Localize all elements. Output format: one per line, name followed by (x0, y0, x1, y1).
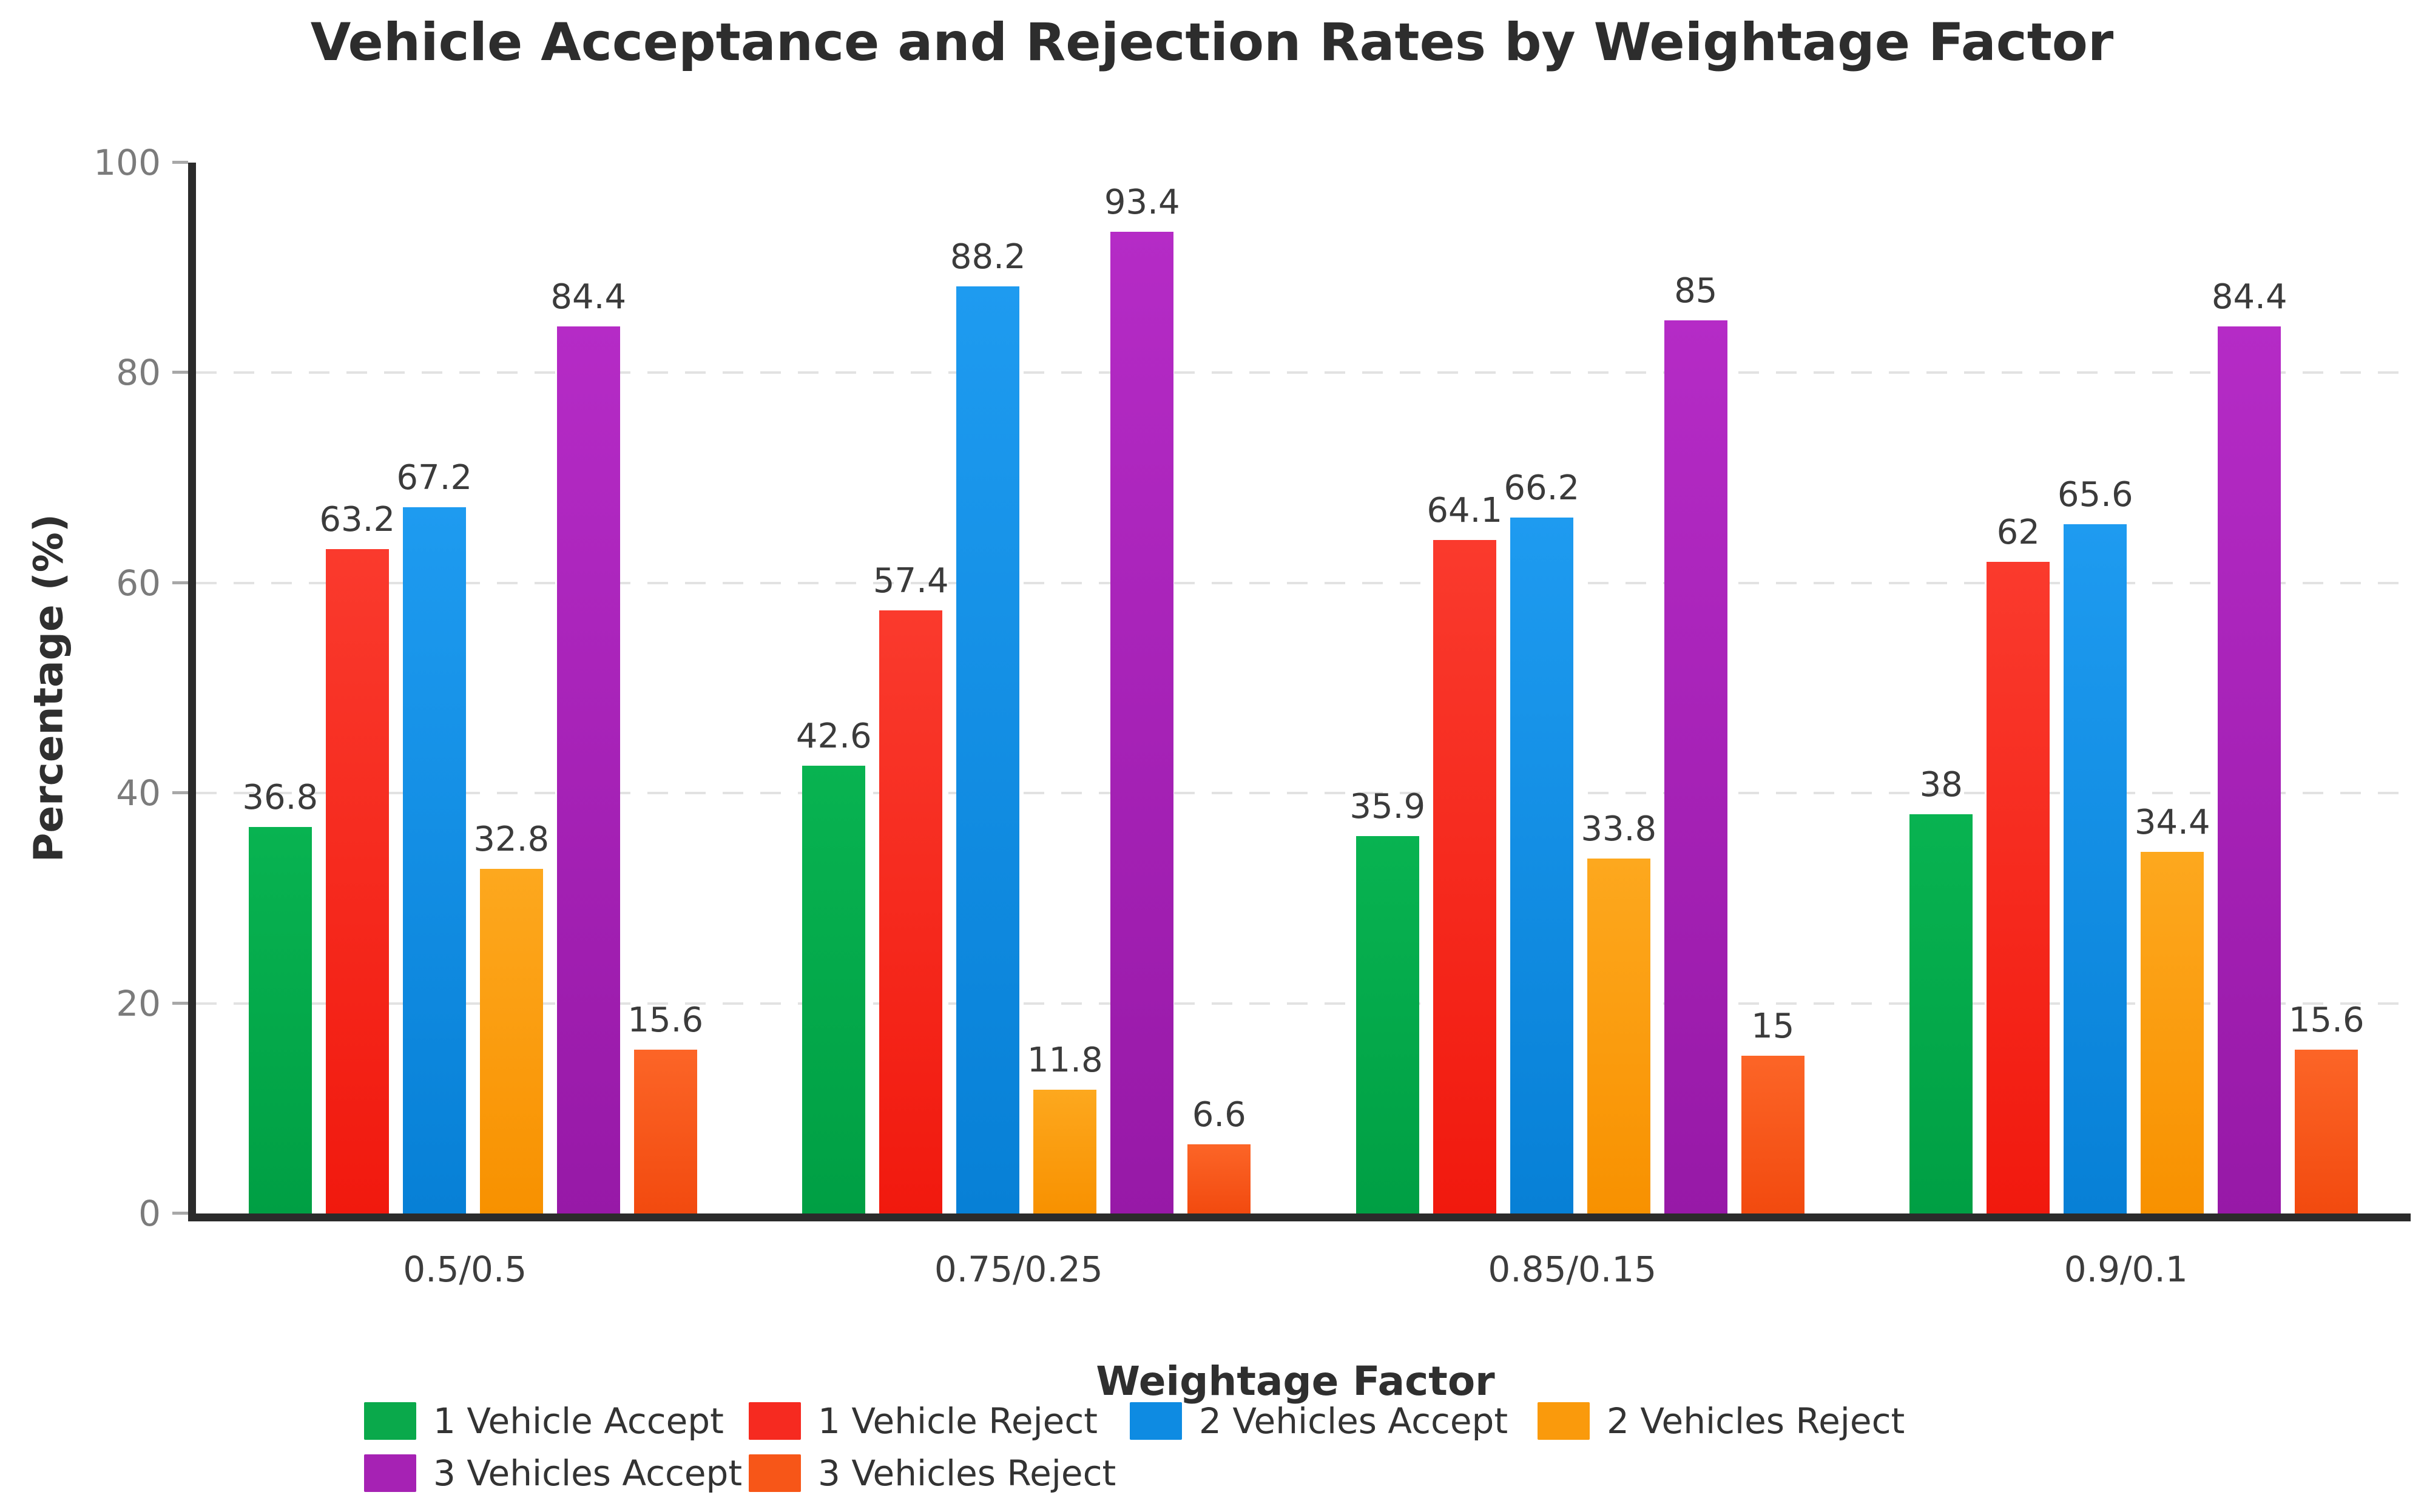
legend-item: 1 Vehicle Reject (749, 1400, 1130, 1442)
x-tick-label: 0.9/0.1 (2064, 1249, 2188, 1290)
bar: 93.4 (1104, 183, 1180, 1213)
y-tick-label: 80 (116, 352, 161, 394)
bar: 88.2 (950, 237, 1026, 1213)
legend-swatch (1538, 1402, 1590, 1440)
legend-item: 2 Vehicles Reject (1538, 1400, 1905, 1442)
bar: 36.8 (242, 778, 318, 1213)
bar-value-label: 64.1 (1426, 490, 1503, 530)
bar-value-label: 66.2 (1504, 468, 1580, 508)
legend-item: 3 Vehicles Reject (749, 1453, 1130, 1494)
bar: 33.8 (1581, 809, 1656, 1213)
y-tick-mark (172, 371, 188, 374)
bar-value-label: 88.2 (950, 237, 1026, 277)
bar-value-label: 36.8 (242, 777, 319, 817)
bar-value-label: 84.4 (2211, 277, 2287, 317)
bar: 15.6 (2289, 1001, 2365, 1213)
bar-value-label: 15 (1751, 1007, 1795, 1047)
bar: 38 (1909, 765, 1973, 1213)
y-tick-label: 60 (116, 562, 161, 604)
y-tick-label: 20 (116, 982, 161, 1024)
legend-swatch (364, 1402, 416, 1440)
gridline (196, 1002, 2411, 1005)
legend: 1 Vehicle Accept 1 Vehicle Reject 2 Vehicl… (364, 1400, 1905, 1494)
bar: 15 (1741, 1007, 1804, 1213)
y-tick-label: 40 (116, 772, 161, 814)
legend-item: 1 Vehicle Accept (364, 1400, 749, 1442)
bar-group: 36.8 63.2 67.2 32.8 84.4 15.6 (196, 163, 750, 1213)
bar: 15.6 (627, 1001, 703, 1213)
y-tick-mark (172, 1212, 188, 1215)
y-tick-mark (172, 791, 188, 795)
x-tick-label: 0.85/0.15 (1488, 1249, 1657, 1290)
bar: 84.4 (550, 277, 626, 1213)
y-tick-mark (172, 581, 188, 584)
bar: 84.4 (2212, 277, 2287, 1213)
plot-area: 0 20 40 60 80 100 36.8 63.2 67.2 32.8 84.4 15.6 42.6… (93, 142, 2411, 1234)
x-tick-label: 0.75/0.25 (934, 1249, 1103, 1290)
y-tick-mark (172, 1001, 188, 1005)
bar-value-label: 38 (1919, 764, 1963, 805)
bar-groups-row: 36.8 63.2 67.2 32.8 84.4 15.6 42.6 57.4 88.2 11.8… (196, 163, 2411, 1213)
x-tick-label: 0.5/0.5 (403, 1249, 527, 1290)
bar: 65.6 (2058, 475, 2133, 1213)
bar-value-label: 62 (1996, 513, 2040, 553)
x-axis-tick-row: 0.5/0.5 0.75/0.25 0.85/0.15 0.9/0.1 (188, 1249, 2403, 1290)
legend-item: 2 Vehicles Accept (1130, 1400, 1538, 1442)
bar: 57.4 (873, 561, 949, 1213)
bar-value-label: 34.4 (2134, 803, 2210, 843)
y-tick-mark (172, 161, 188, 164)
legend-label: 3 Vehicles Accept (433, 1453, 743, 1494)
bar: 63.2 (319, 500, 395, 1213)
bar-value-label: 15.6 (627, 1000, 704, 1040)
y-tick-label: 100 (93, 142, 161, 183)
legend-swatch (749, 1454, 801, 1492)
bar: 64.1 (1426, 491, 1502, 1213)
bar: 67.2 (396, 458, 472, 1213)
y-tick-label: 0 (138, 1193, 161, 1234)
bar-value-label: 93.4 (1104, 183, 1180, 223)
bar-value-label: 67.2 (396, 458, 473, 498)
chart-title: Vehicle Acceptance and Rejection Rates b… (310, 12, 2114, 73)
legend-label: 1 Vehicle Reject (818, 1400, 1098, 1442)
legend-swatch (1130, 1402, 1182, 1440)
legend-label: 2 Vehicles Reject (1607, 1400, 1905, 1442)
gridline (196, 792, 2411, 795)
y-axis-title: Percentage (%) (25, 513, 72, 863)
bar-group: 35.9 64.1 66.2 33.8 85 15 (1303, 163, 1857, 1213)
bar: 6.6 (1187, 1095, 1251, 1213)
bar-value-label: 57.4 (873, 561, 949, 601)
legend-swatch (364, 1454, 416, 1492)
bar-value-label: 42.6 (795, 717, 872, 757)
gridline (196, 371, 2411, 374)
legend-label: 2 Vehicles Accept (1199, 1400, 1508, 1442)
bar-value-label: 35.9 (1349, 787, 1426, 827)
bar-value-label: 85 (1674, 271, 1718, 311)
bar: 32.8 (473, 820, 549, 1213)
bar: 34.4 (2135, 803, 2210, 1213)
bar-value-label: 84.4 (550, 277, 627, 317)
bar: 85 (1664, 271, 1727, 1213)
bar-value-label: 32.8 (473, 819, 550, 859)
bar: 66.2 (1504, 468, 1579, 1213)
legend-label: 3 Vehicles Reject (818, 1453, 1116, 1494)
legend-label: 1 Vehicle Accept (433, 1400, 724, 1442)
legend-swatch (749, 1402, 801, 1440)
bar-value-label: 11.8 (1027, 1040, 1103, 1080)
bar: 62 (1987, 513, 2050, 1213)
legend-item: 3 Vehicles Accept (364, 1453, 749, 1494)
bar-group: 42.6 57.4 88.2 11.8 93.4 6.6 (750, 163, 1304, 1213)
bar: 11.8 (1027, 1041, 1103, 1213)
bar-value-label: 6.6 (1192, 1095, 1246, 1135)
bar-value-label: 65.6 (2057, 474, 2133, 515)
bar-group: 38 62 65.6 34.4 84.4 15.6 (1857, 163, 2411, 1213)
bar: 42.6 (796, 717, 872, 1213)
bar-value-label: 63.2 (319, 500, 396, 540)
bar-value-label: 15.6 (2288, 1000, 2365, 1040)
bar: 35.9 (1349, 787, 1425, 1213)
gridline (196, 581, 2411, 584)
x-axis-title: Weightage Factor (1096, 1358, 1495, 1405)
bar-value-label: 33.8 (1581, 809, 1657, 849)
